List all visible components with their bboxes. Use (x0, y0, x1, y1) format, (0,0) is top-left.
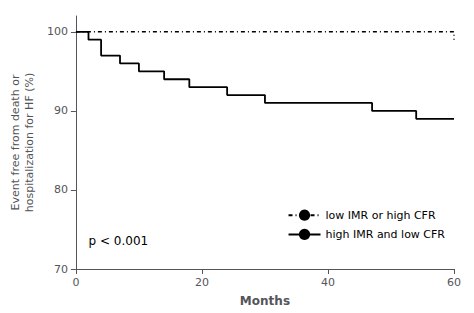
svg-text:hospitalization for HF (%): hospitalization for HF (%) (23, 73, 36, 212)
svg-text:p < 0.001: p < 0.001 (88, 234, 148, 248)
svg-text:40: 40 (321, 276, 335, 289)
svg-text:Event free from death or: Event free from death or (9, 74, 22, 210)
svg-text:low IMR or high CFR: low IMR or high CFR (326, 209, 436, 222)
svg-text:80: 80 (54, 183, 68, 196)
svg-text:high IMR and low CFR: high IMR and low CFR (326, 228, 446, 241)
svg-text:60: 60 (447, 276, 461, 289)
svg-text:20: 20 (195, 276, 209, 289)
svg-text:70: 70 (54, 263, 68, 276)
svg-text:Months: Months (240, 294, 290, 308)
svg-text:100: 100 (47, 25, 68, 38)
svg-text:90: 90 (54, 104, 68, 117)
svg-text:0: 0 (72, 276, 79, 289)
